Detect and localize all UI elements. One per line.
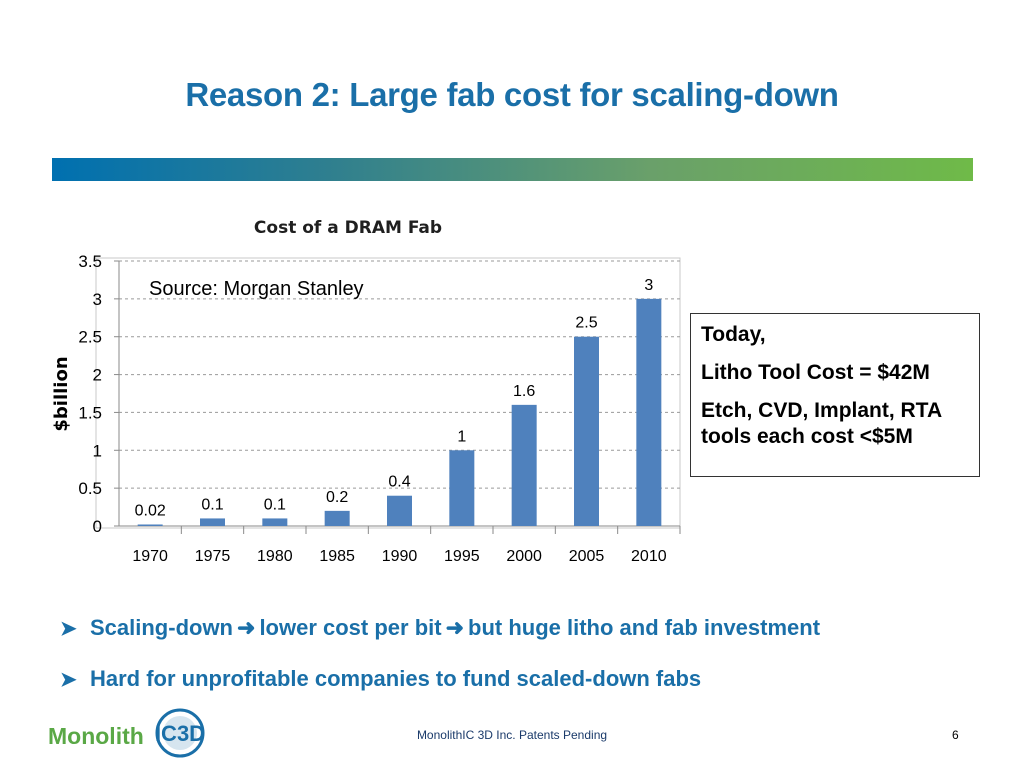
page-number: 6 [952, 728, 959, 742]
bullet-list: ➤ Scaling-down ➜ lower cost per bit ➜ bu… [60, 614, 1000, 716]
chart-svg: 0 0.5 1 1.5 2 2.5 3 3.5 0.02 0.1 0.1 0.2 0.4 1 1.6 2.5… [51, 218, 681, 565]
bullet-item-2: ➤ Hard for unprofitable companies to fun… [60, 665, 1000, 693]
data-label-1985: 0.2 [326, 489, 348, 506]
bar-1985 [324, 510, 350, 526]
x-tick-label-1975: 1975 [195, 548, 231, 565]
title-gradient-bar [52, 158, 973, 181]
bar-2010 [636, 298, 662, 526]
y-tick-label: 2.5 [78, 328, 102, 347]
x-tick-label-2010: 2010 [631, 548, 667, 565]
y-axis-label: $billion [51, 356, 72, 431]
y-tick-label: 0 [93, 517, 102, 536]
data-label-2000: 1.6 [513, 383, 535, 400]
x-tick-label-1970: 1970 [132, 548, 168, 565]
chart-title: Cost of a DRAM Fab [254, 218, 442, 238]
data-label-1995: 1 [457, 428, 466, 445]
y-tick-label: 3.5 [78, 252, 102, 271]
y-tick-label: 3 [93, 290, 102, 309]
logo-badge-text: IC3D [155, 721, 205, 746]
callout-box: Today, Litho Tool Cost = $42M Etch, CVD,… [690, 313, 980, 477]
right-arrow-icon: ➜ [445, 615, 465, 640]
callout-line-1: Today, [701, 323, 766, 346]
bar-2005 [574, 336, 599, 526]
data-label-1975: 0.1 [201, 496, 223, 513]
bar-1980 [262, 518, 288, 526]
arrowhead-bullet-icon: ➤ [60, 617, 77, 640]
data-label-1990: 0.4 [388, 474, 410, 491]
bullet-item-1: ➤ Scaling-down ➜ lower cost per bit ➜ bu… [60, 614, 1000, 642]
x-tick-label-1995: 1995 [444, 548, 480, 565]
y-tick-label: 1 [93, 441, 102, 460]
logo-svg: Monolith IC3D [48, 708, 205, 758]
data-label-2005: 2.5 [575, 315, 597, 332]
x-tick-label-1980: 1980 [257, 548, 293, 565]
x-tick-label-1990: 1990 [382, 548, 418, 565]
x-tick-label-2005: 2005 [569, 548, 605, 565]
right-arrow-icon: ➜ [237, 615, 256, 640]
logo-globe [163, 716, 197, 750]
source-annotation: Source: Morgan Stanley [149, 278, 364, 300]
chart: 0 0.5 1 1.5 2 2.5 3 3.5 0.02 0.1 0.1 0.2 0.4 1 1.6 2.5… [40, 205, 690, 585]
x-tick-label-2000: 2000 [506, 548, 542, 565]
bar-1990 [387, 495, 412, 526]
bar-1995 [449, 450, 475, 526]
bar-1970 [137, 524, 163, 526]
logo-ring [155, 708, 205, 758]
x-tick-label-1985: 1985 [319, 548, 355, 565]
data-label-1970: 0.02 [135, 502, 166, 519]
bullet-2-text: Hard for unprofitable companies to fund … [90, 666, 702, 691]
bullet-1-part-1: Scaling-down [90, 615, 233, 640]
y-tick-label: 2 [93, 366, 102, 385]
y-tick-label: 0.5 [78, 479, 102, 498]
bullet-1-part-2: lower cost per bit [259, 615, 442, 640]
callout-line-2: Litho Tool Cost = $42M [701, 361, 930, 384]
plot-area-border [95, 257, 681, 529]
bar-1975 [200, 518, 225, 526]
slide-title: Reason 2: Large fab cost for scaling-dow… [185, 76, 839, 113]
data-label-1980: 0.1 [264, 496, 286, 513]
data-label-2010: 3 [644, 277, 653, 294]
callout-line-3: Etch, CVD, Implant, RTA tools each cost … [701, 399, 942, 448]
bar-2000 [511, 404, 537, 526]
footer-text: MonolithIC 3D Inc. Patents Pending [416, 728, 608, 742]
y-tick-label: 1.5 [78, 403, 102, 422]
arrowhead-bullet-icon: ➤ [60, 668, 77, 691]
bullet-1-part-3: but huge litho and fab investment [468, 615, 821, 640]
logo-text: Monolith [48, 723, 144, 749]
company-logo: Monolith IC3D [48, 708, 208, 758]
